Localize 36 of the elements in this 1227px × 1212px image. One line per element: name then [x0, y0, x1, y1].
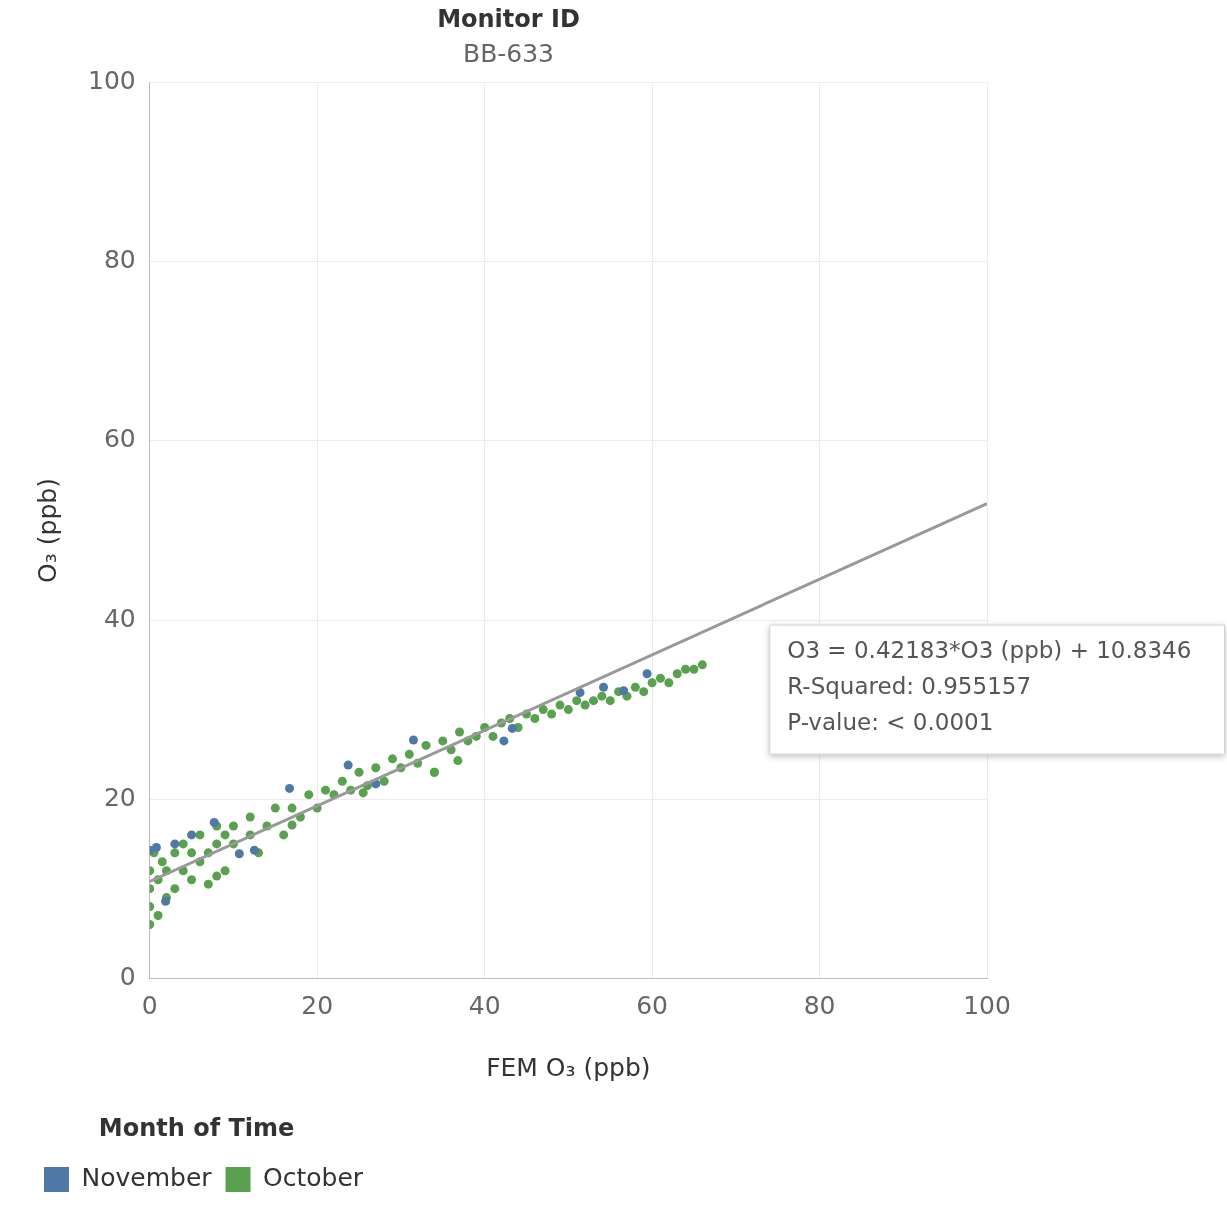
- chart-subtitle: BB-633: [462, 39, 555, 69]
- y-tick-label: 20: [103, 782, 136, 812]
- point: [642, 669, 652, 679]
- y-tick-label: 100: [88, 66, 136, 96]
- point: [249, 845, 259, 855]
- point: [599, 682, 609, 692]
- point: [151, 842, 161, 852]
- annotation: P-value: < 0.0001: [787, 709, 994, 736]
- annotation: R-Squared: 0.955157: [787, 673, 1032, 700]
- point: [499, 736, 509, 746]
- x-tick-label: 0: [141, 990, 158, 1020]
- point: [507, 723, 517, 733]
- point: [285, 783, 295, 793]
- point: [170, 839, 180, 849]
- x-tick-label: 40: [468, 990, 501, 1020]
- x-tick-label: 100: [963, 990, 1011, 1020]
- x-tick-label: 60: [636, 990, 668, 1020]
- point: [187, 830, 197, 840]
- legend-label: November: [81, 1163, 213, 1192]
- point: [343, 760, 353, 770]
- y-tick-label: 80: [103, 245, 136, 275]
- point: [209, 817, 219, 827]
- y-tick-label: 60: [103, 424, 136, 454]
- annotation: O3 = 0.42183*O3 (ppb) + 10.8346: [787, 637, 1192, 664]
- x-tick-label: 80: [803, 990, 836, 1020]
- y-tick-label: 40: [103, 603, 136, 633]
- y-axis-title: O₃ (ppb): [32, 478, 62, 583]
- x-axis-title: FEM O₃ (ppb): [486, 1052, 651, 1082]
- legend-title: Month of Time: [98, 1114, 295, 1143]
- legend-label: October: [263, 1163, 364, 1192]
- x-tick-label: 20: [301, 990, 334, 1020]
- point: [619, 686, 629, 696]
- chart-title: Monitor ID: [437, 4, 580, 33]
- y-tick-label: 0: [119, 961, 136, 991]
- point: [408, 735, 418, 745]
- point: [234, 849, 244, 859]
